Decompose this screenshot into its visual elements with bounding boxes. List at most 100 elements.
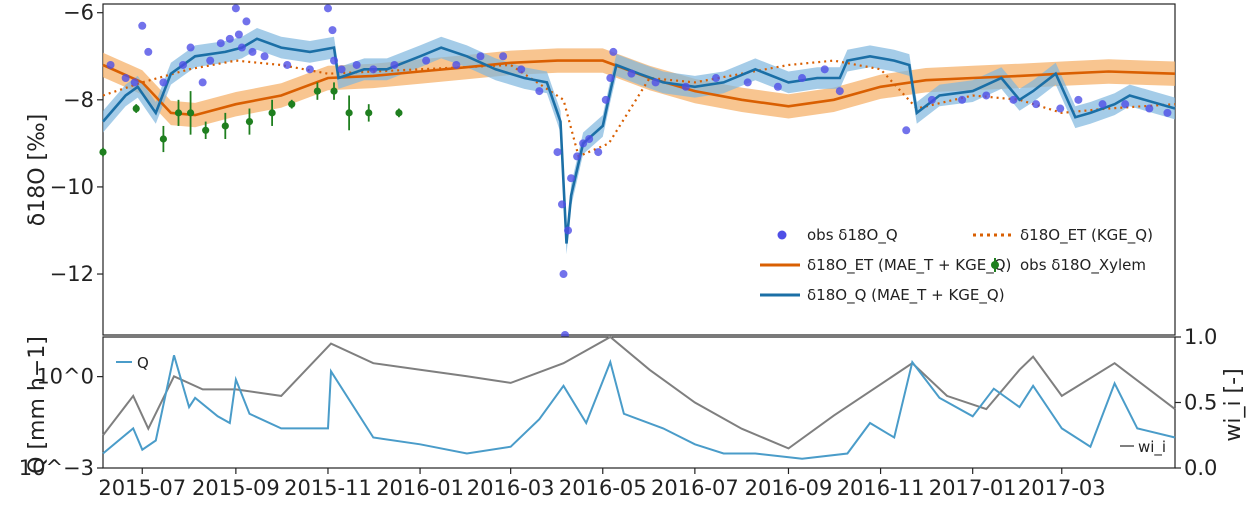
obs-q-point — [651, 78, 660, 87]
obs-q-point — [328, 26, 337, 35]
bottom-legend: Qwi_i — [116, 354, 1166, 457]
obs-q-point — [330, 56, 339, 65]
obs-q-point — [712, 74, 721, 83]
series-line-q-mae-kge — [102, 37, 1176, 244]
obs-q-point — [958, 95, 967, 104]
series-line-wi — [102, 335, 1176, 450]
legend-label: δ18O_ET (MAE_T + KGE_Q) — [807, 256, 1011, 275]
xylem-point — [365, 109, 373, 117]
xylem-point — [313, 87, 321, 95]
obs-q-point — [121, 74, 130, 83]
xylem-point — [268, 109, 276, 117]
obs-q-point — [1074, 95, 1083, 104]
x-tick-label: 2015-11 — [284, 476, 372, 500]
obs-q-point — [234, 30, 243, 39]
right-y-tick-label: 0.0 — [1184, 456, 1217, 480]
legend-label-q: Q — [137, 354, 149, 372]
obs-q-point — [535, 87, 544, 96]
obs-q-point — [216, 39, 225, 48]
series-line-et-mae-kge — [102, 59, 1176, 117]
legend-swatch-obs-q — [777, 230, 787, 240]
obs-q-point — [242, 17, 251, 26]
top-y-tick-label: −10 — [50, 175, 94, 199]
top-y-tick-label: −6 — [63, 1, 94, 25]
obs-q-point — [606, 74, 615, 83]
obs-q-point — [283, 60, 292, 69]
xylem-point — [221, 122, 229, 130]
obs-q-point — [476, 52, 485, 61]
xylem-point — [330, 87, 338, 95]
obs-q-point — [198, 78, 207, 87]
top-plot-area — [102, 3, 1176, 336]
xylem-point — [288, 100, 296, 108]
obs-q-point — [601, 95, 610, 104]
bottom-y-tick-label: 10^0 — [36, 365, 94, 389]
x-tick-label: 2015-07 — [98, 476, 186, 500]
top-y-axis-label: δ18O [‰] — [25, 114, 50, 226]
obs-q-point — [1121, 100, 1130, 109]
right-y-tick-label: 1.0 — [1184, 325, 1217, 349]
obs-q-point — [820, 65, 829, 74]
obs-q-point — [559, 270, 568, 279]
obs-q-point — [179, 60, 188, 69]
obs-q-point — [517, 65, 526, 74]
bottom-y-ticks: 10^0 10^−3 0.0 0.5 1.0 — [19, 325, 1218, 480]
obs-q-point — [567, 174, 576, 183]
xylem-point — [99, 148, 107, 156]
obs-q-point — [1032, 100, 1041, 109]
obs-q-point — [1009, 95, 1018, 104]
bottom-y-tick-label: 10^−3 — [19, 456, 94, 480]
top-y-tick-label: −12 — [50, 262, 94, 286]
obs-q-point — [564, 226, 573, 235]
obs-q-point — [982, 91, 991, 100]
obs-q-point — [260, 52, 269, 61]
xylem-point — [345, 109, 353, 117]
obs-q-point — [337, 65, 346, 74]
obs-q-point — [1056, 104, 1065, 113]
legend-label-wi: wi_i — [1138, 438, 1166, 457]
obs-q-point — [743, 78, 752, 87]
obs-q-point — [144, 47, 153, 56]
xylem-point — [186, 109, 195, 117]
legend-label: obs δ18O_Xylem — [1020, 256, 1146, 275]
obs-q-point — [1098, 100, 1107, 109]
top-legend: obs δ18O_Q δ18O_ET (KGE_Q) δ18O_ET (MAE_T … — [760, 226, 1153, 305]
obs-q-point — [579, 139, 588, 148]
obs-q-point — [627, 69, 636, 78]
obs-q-point — [422, 56, 431, 65]
xylem-point — [159, 135, 167, 143]
obs-q-point — [138, 21, 147, 30]
top-y-tick-label: −8 — [63, 88, 94, 112]
obs-q-point — [106, 60, 115, 69]
obs-q-point — [231, 4, 240, 13]
bottom-series-lines — [102, 335, 1176, 460]
right-y-tick-label: 0.5 — [1184, 391, 1217, 415]
obs-q-point — [681, 82, 690, 91]
obs-q-point — [585, 135, 594, 144]
obs-q-point — [594, 148, 603, 157]
x-tick-label: 2016-05 — [559, 476, 647, 500]
obs-q-point — [835, 87, 844, 96]
top-y-ticks: −6 −8 −10 −12 — [50, 1, 103, 286]
obs-q-point — [557, 200, 566, 209]
xylem-point — [132, 104, 140, 113]
bottom-y-axis-label: Q [mm h−1] — [25, 336, 50, 474]
obs-q-point — [130, 78, 139, 87]
legend-swatch-xylem — [991, 261, 999, 269]
obs-q-point — [499, 52, 508, 61]
legend-label: δ18O_ET (KGE_Q) — [1020, 226, 1153, 245]
obs-q-point — [323, 4, 332, 13]
obs-q-point — [573, 152, 582, 161]
x-tick-label: 2015-09 — [192, 476, 280, 500]
series-line-q — [102, 355, 1176, 460]
obs-q-point — [225, 34, 234, 43]
obs-q-point — [1145, 104, 1154, 113]
obs-q-point — [186, 43, 195, 52]
obs-q-point — [773, 82, 782, 91]
obs-q-point — [798, 74, 807, 83]
obs-q-point — [237, 43, 246, 52]
xylem-point — [202, 126, 210, 134]
top-series-points — [99, 4, 1172, 339]
obs-q-point — [553, 148, 562, 157]
